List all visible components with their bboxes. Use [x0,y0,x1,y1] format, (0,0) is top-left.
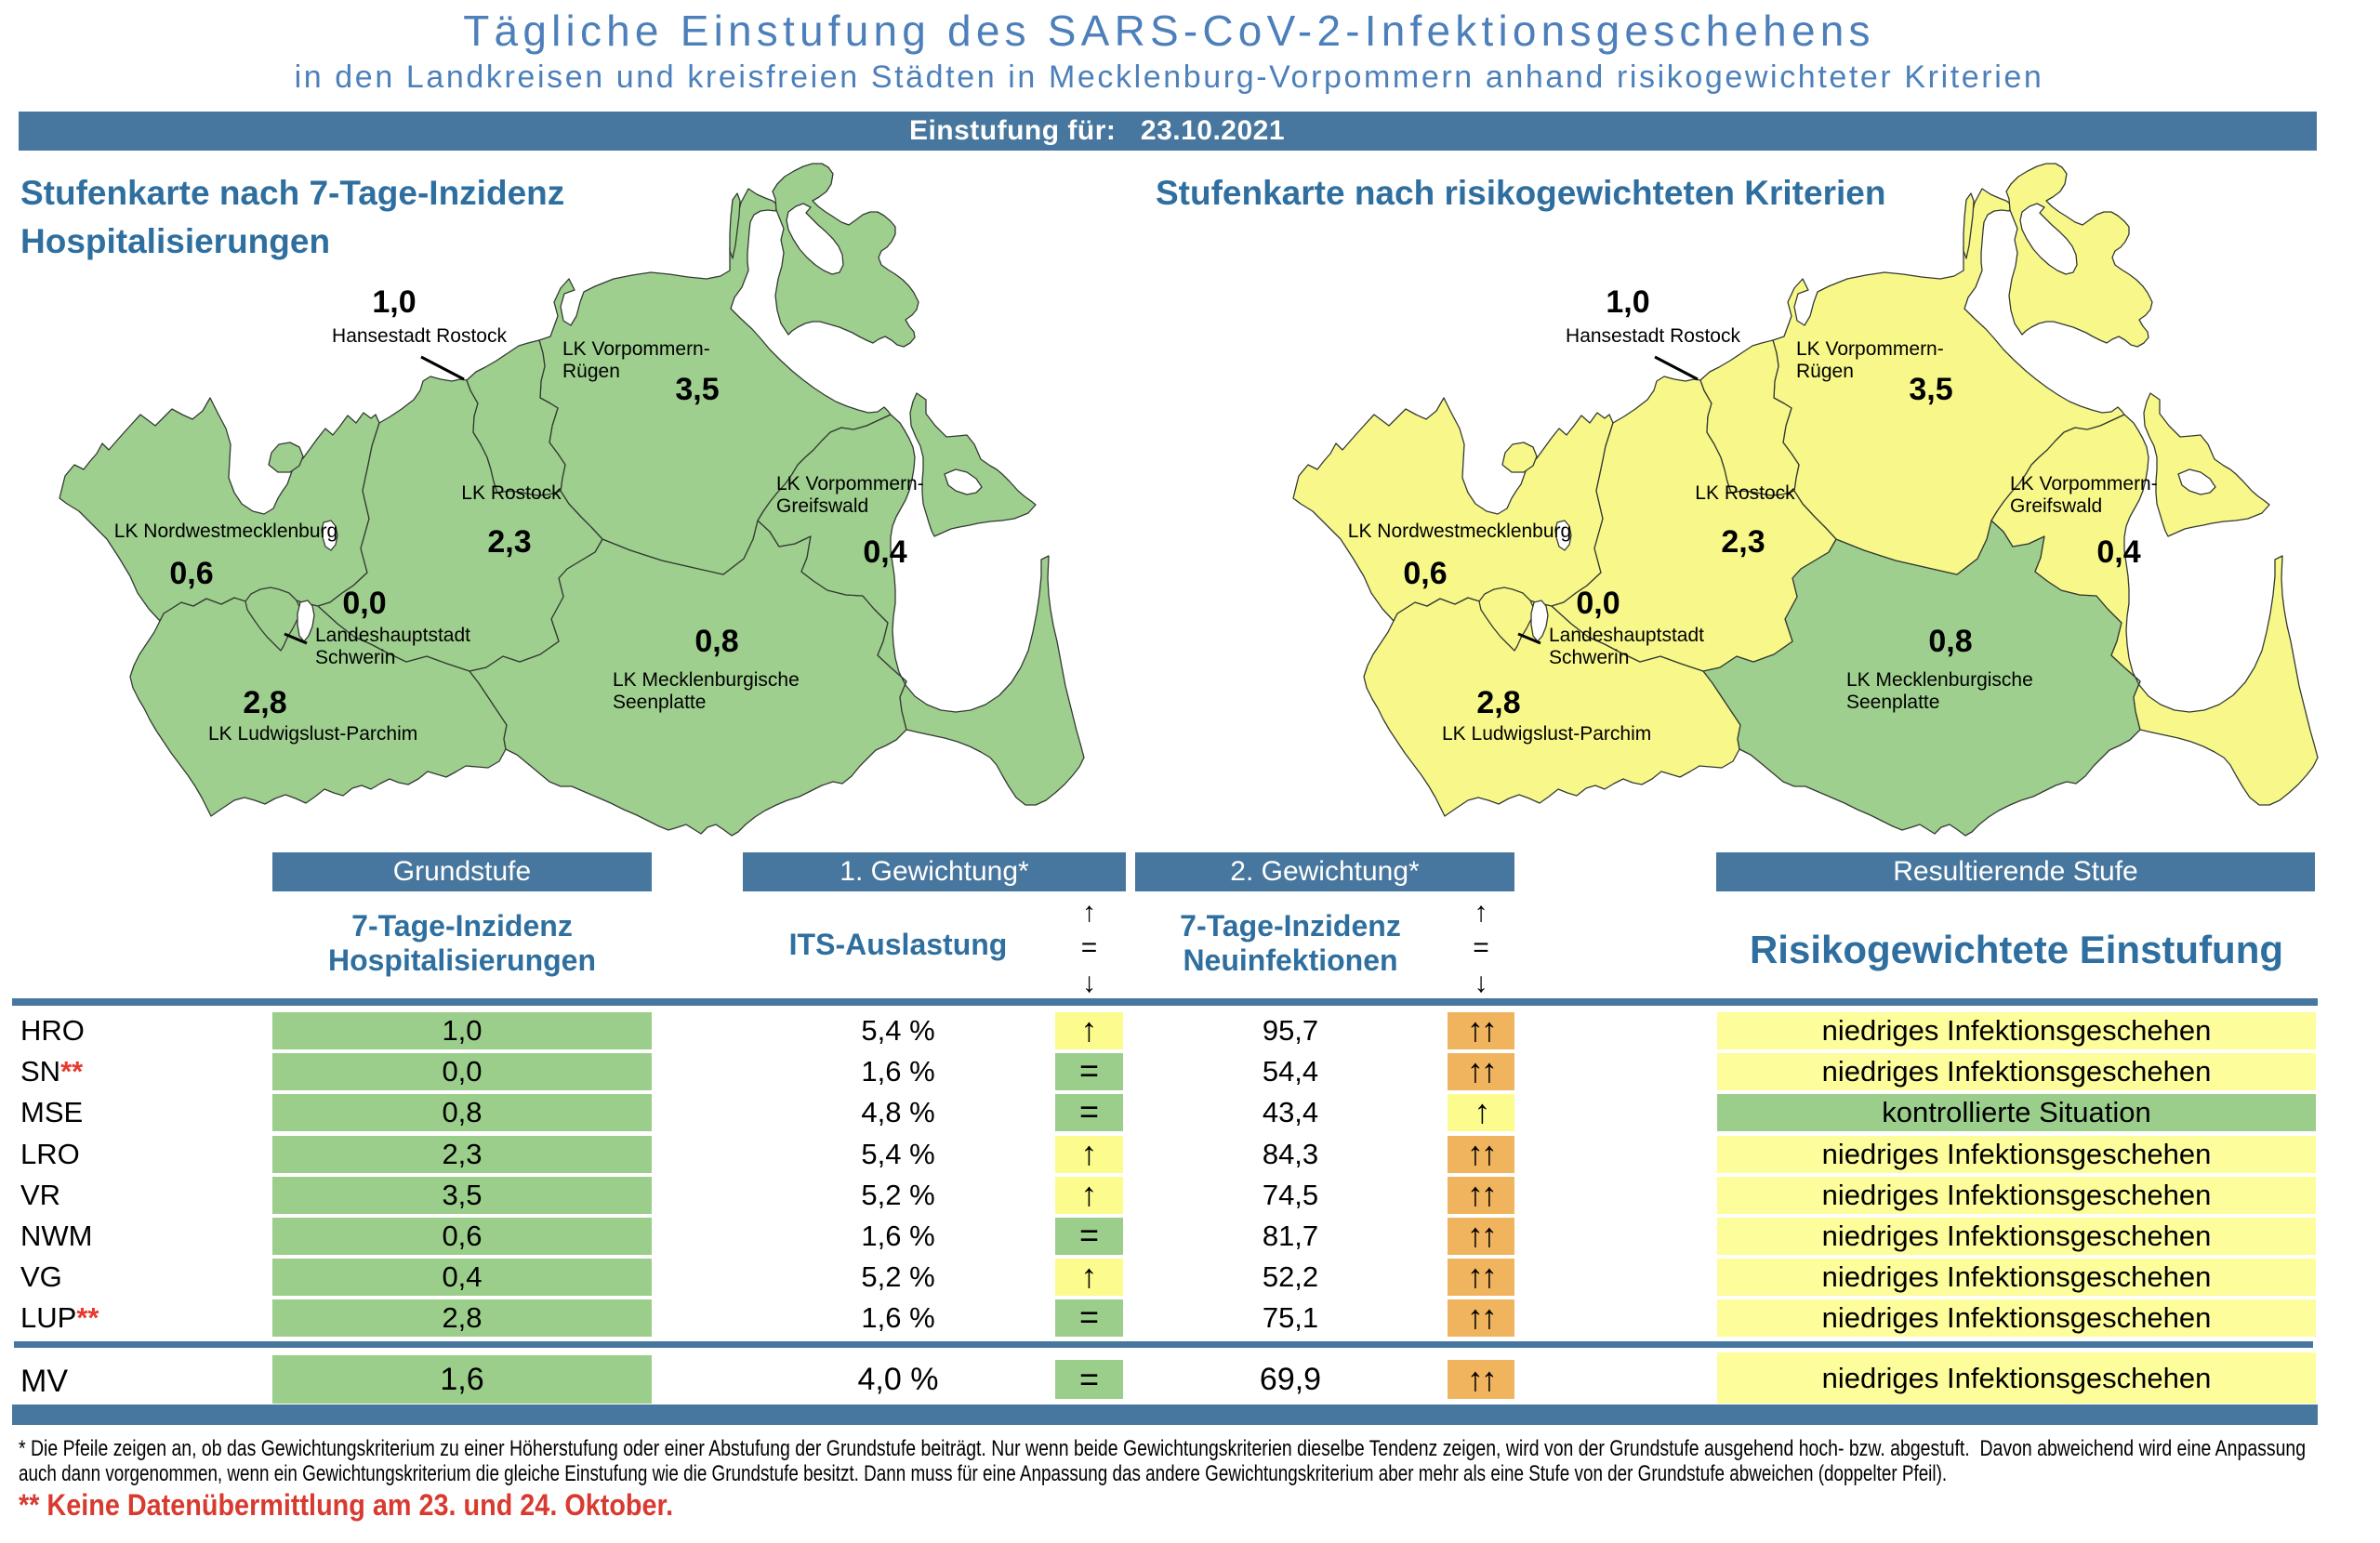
svg-text:Schwerin: Schwerin [1549,647,1629,668]
svg-text:LK Ludwigslust-Parchim: LK Ludwigslust-Parchim [1442,723,1651,745]
svg-text:LK Nordwestmecklenburg: LK Nordwestmecklenburg [114,521,337,542]
svg-text:Hansestadt Rostock: Hansestadt Rostock [332,325,507,347]
svg-text:3,5: 3,5 [675,372,719,407]
svg-text:LK Mecklenburgische: LK Mecklenburgische [613,669,800,691]
svg-text:Greifswald: Greifswald [776,495,868,517]
svg-text:2,3: 2,3 [1721,524,1765,560]
svg-text:LK Vorpommern-: LK Vorpommern- [2010,473,2158,495]
svg-text:LK Vorpommern-: LK Vorpommern- [1796,338,1944,360]
svg-text:0,4: 0,4 [2096,534,2140,570]
svg-text:Rügen: Rügen [562,361,620,382]
svg-text:1,0: 1,0 [1606,284,1649,320]
svg-text:0,0: 0,0 [1576,586,1620,621]
svg-text:0,6: 0,6 [1403,556,1447,591]
svg-text:LK Vorpommern-: LK Vorpommern- [776,473,924,495]
svg-text:Schwerin: Schwerin [315,647,395,668]
svg-text:0,8: 0,8 [694,624,738,659]
svg-text:LK Rostock: LK Rostock [1695,482,1795,504]
svg-text:LK Mecklenburgische: LK Mecklenburgische [1846,669,2033,691]
svg-text:2,3: 2,3 [487,524,531,560]
svg-text:0,6: 0,6 [169,556,213,591]
svg-text:Seenplatte: Seenplatte [613,692,706,713]
svg-text:LK Ludwigslust-Parchim: LK Ludwigslust-Parchim [208,723,417,745]
svg-text:2,8: 2,8 [1476,685,1520,720]
svg-text:Rügen: Rügen [1796,361,1854,382]
svg-text:Greifswald: Greifswald [2010,495,2102,517]
svg-text:Landeshauptstadt: Landeshauptstadt [1549,625,1704,646]
svg-text:LK Vorpommern-: LK Vorpommern- [562,338,710,360]
svg-text:Seenplatte: Seenplatte [1846,692,1939,713]
svg-text:LK Nordwestmecklenburg: LK Nordwestmecklenburg [1348,521,1571,542]
svg-text:1,0: 1,0 [372,284,416,320]
svg-text:0,8: 0,8 [1928,624,1972,659]
svg-text:0,0: 0,0 [342,586,386,621]
svg-text:2,8: 2,8 [243,685,286,720]
svg-text:3,5: 3,5 [1909,372,1952,407]
svg-text:Landeshauptstadt: Landeshauptstadt [315,625,470,646]
svg-text:Hansestadt Rostock: Hansestadt Rostock [1566,325,1740,347]
svg-text:0,4: 0,4 [863,534,906,570]
svg-text:LK Rostock: LK Rostock [461,482,562,504]
